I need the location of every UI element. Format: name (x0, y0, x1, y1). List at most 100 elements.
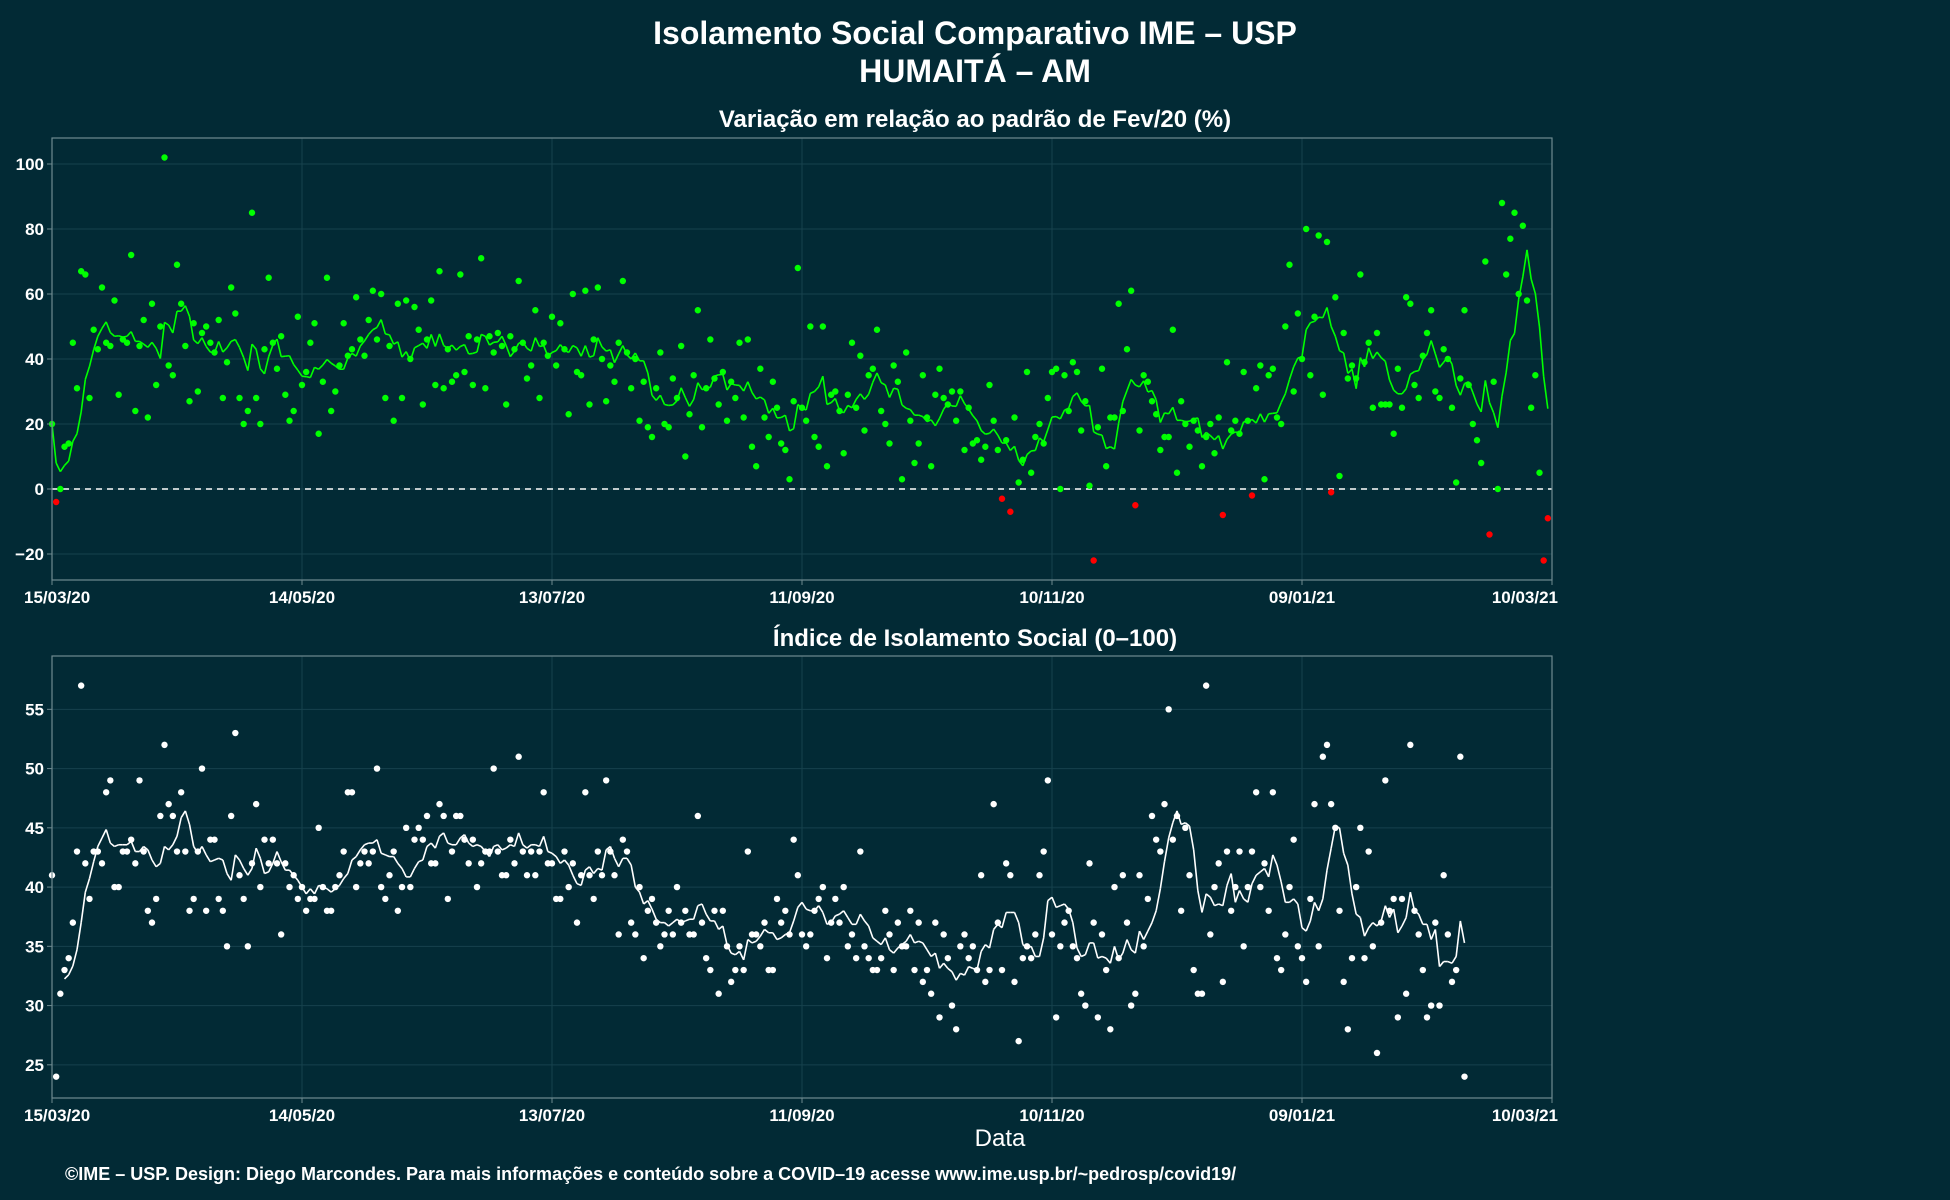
data-point (1311, 800, 1318, 808)
data-point (269, 836, 277, 843)
moving-average-segment (617, 345, 624, 355)
data-point (1307, 372, 1314, 379)
data-point (682, 453, 689, 460)
moving-average-segment (414, 344, 420, 349)
data-point (940, 394, 947, 402)
moving-average-segment (413, 861, 420, 869)
data-point (590, 895, 597, 903)
data-point (1465, 381, 1472, 389)
data-point (573, 919, 581, 926)
data-point (1052, 365, 1060, 372)
moving-average-segment (1280, 393, 1287, 403)
data-point (1452, 479, 1460, 486)
data-point (1227, 907, 1235, 914)
data-point (173, 261, 181, 268)
moving-average-segment (1147, 389, 1153, 393)
moving-average-segment (867, 381, 874, 395)
moving-average-segment (872, 937, 878, 942)
moving-average-segment (672, 918, 678, 924)
moving-average-segment (355, 849, 362, 858)
data-point (1144, 378, 1152, 385)
data-point (744, 336, 752, 343)
data-point (877, 954, 885, 962)
data-point (619, 277, 627, 285)
x-tick-label: 13/07/20 (519, 1106, 585, 1125)
data-point (123, 339, 131, 346)
data-point (602, 777, 610, 784)
data-point (786, 476, 793, 483)
data-point (777, 440, 785, 447)
data-point (232, 729, 239, 737)
moving-average-segment (1055, 904, 1061, 909)
moving-average-segment (893, 387, 899, 390)
data-point (1115, 954, 1122, 962)
moving-average-segment (1497, 396, 1503, 428)
data-point (1265, 907, 1272, 914)
moving-average-segment (1105, 446, 1111, 450)
moving-average-segment (605, 845, 611, 851)
data-point (1202, 433, 1210, 441)
data-point (957, 943, 964, 950)
data-point (915, 919, 922, 926)
moving-average-segment (1317, 898, 1324, 912)
data-point (1469, 420, 1477, 428)
data-point (265, 274, 272, 281)
data-point (594, 284, 602, 291)
moving-average-segment (780, 933, 786, 939)
moving-average-segment (1013, 912, 1020, 923)
data-point (1365, 848, 1372, 855)
moving-average-segment (955, 395, 962, 407)
y-tick-label: −20 (15, 545, 44, 564)
moving-average-segment (651, 908, 657, 920)
data-point (94, 848, 102, 855)
data-point (1257, 883, 1264, 891)
data-point (1348, 362, 1356, 369)
moving-average-segment (938, 408, 945, 419)
moving-average-segment (1280, 881, 1287, 903)
data-point (1165, 706, 1172, 713)
moving-average-segment (430, 334, 437, 347)
data-point (269, 339, 277, 346)
moving-average-segment (993, 428, 999, 436)
data-point (1123, 919, 1131, 926)
moving-average-segment (1217, 435, 1224, 450)
moving-average-segment (1230, 431, 1236, 435)
footer-credit: ©IME – USP. Design: Diego Marcondes. Par… (65, 1164, 1236, 1184)
data-point (1011, 414, 1018, 421)
moving-average-segment (842, 405, 849, 414)
data-point (1111, 883, 1118, 891)
moving-average-segment (522, 844, 528, 849)
data-point (819, 883, 827, 891)
data-point (1094, 424, 1102, 431)
data-point (290, 872, 297, 879)
moving-average-segment (505, 345, 512, 357)
moving-average-segment (217, 341, 224, 353)
moving-average-segment (1301, 927, 1307, 932)
moving-average-segment (1197, 417, 1203, 438)
data-point (457, 812, 464, 820)
data-point (740, 966, 747, 974)
moving-average-segment (1388, 379, 1395, 391)
data-point (211, 349, 218, 356)
data-point (315, 430, 322, 437)
main-subtitle: HUMAITÁ – AM (859, 53, 1091, 89)
moving-average-segment (659, 394, 666, 405)
moving-average-segment (613, 857, 620, 868)
moving-average-segment (88, 349, 95, 367)
moving-average-segment (1093, 431, 1099, 435)
data-point (886, 440, 893, 447)
moving-average-segment (372, 839, 378, 844)
moving-average-segment (1417, 359, 1424, 371)
data-point (715, 401, 722, 408)
data-point (611, 872, 618, 879)
moving-average-segment (151, 341, 157, 349)
x-tick-label: 15/03/20 (24, 1106, 90, 1125)
moving-average-segment (788, 920, 795, 934)
data-point (140, 848, 147, 855)
data-point (65, 440, 72, 447)
data-point (1323, 238, 1331, 246)
data-point (1240, 943, 1247, 950)
data-point (132, 860, 139, 867)
data-point (490, 765, 497, 772)
data-point (98, 284, 106, 291)
